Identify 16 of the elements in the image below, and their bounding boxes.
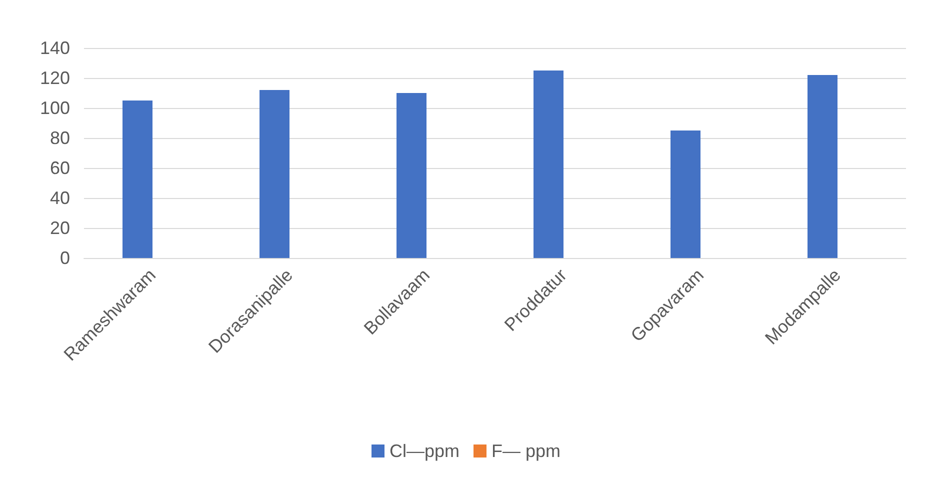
bar [670,130,700,258]
y-tick-label: 20 [50,218,70,238]
bar [260,90,290,258]
bar [122,100,152,258]
bar [808,75,838,258]
y-tick-label: 100 [40,98,70,118]
y-tick-label: 140 [40,38,70,58]
y-tick-label: 60 [50,158,70,178]
y-tick-label: 40 [50,188,70,208]
legend-label: Cl—ppm [389,441,460,461]
bar [534,70,564,258]
legend-label: F— ppm [492,441,561,461]
y-tick-label: 80 [50,128,70,148]
y-tick-label: 0 [60,248,70,268]
bar [396,93,426,258]
y-tick-label: 120 [40,68,70,88]
